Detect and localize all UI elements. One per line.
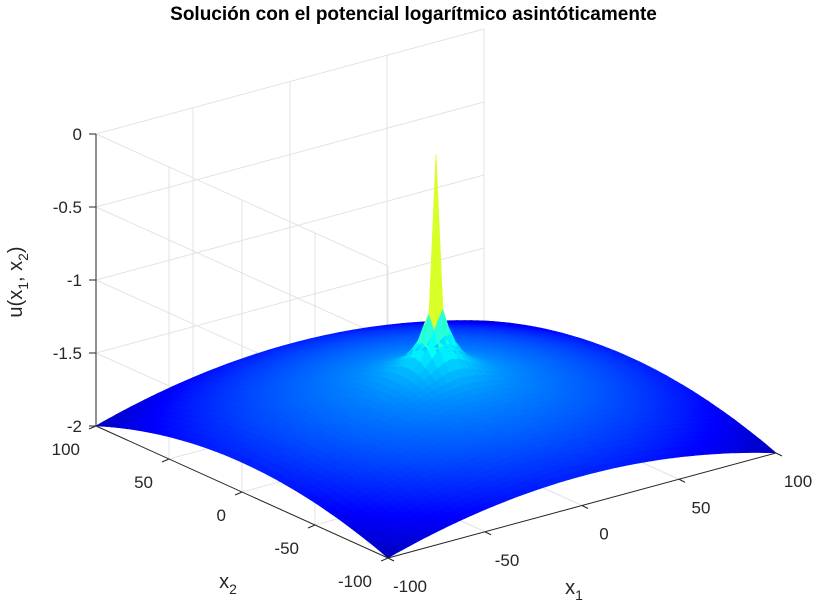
x2-tick-label: -100 — [338, 572, 372, 591]
z-tick-label: -1.5 — [53, 344, 82, 363]
x2-tick-label: -50 — [274, 539, 299, 558]
z-axis-label: u(x1, x2) — [5, 246, 31, 317]
x1-tick-label: -50 — [495, 551, 520, 570]
z-tick-label: 0 — [73, 125, 82, 144]
x1-tick-mark — [387, 557, 395, 562]
x2-tick-label: 100 — [52, 440, 80, 459]
x2-tick-mark — [161, 458, 170, 463]
z-tick-label: -0.5 — [53, 198, 82, 217]
x2-tick-label: 0 — [217, 506, 226, 525]
x1-tick-mark — [678, 478, 686, 483]
x1-tick-mark — [775, 452, 783, 457]
z-tick-label: -2 — [67, 417, 82, 436]
x2-tick-label: 50 — [134, 473, 153, 492]
x1-tick-label: -100 — [393, 577, 427, 596]
x2-tick-mark — [307, 524, 316, 529]
surface-layer — [94, 154, 777, 559]
x2-axis-label: x2 — [219, 571, 237, 597]
x1-tick-label: 50 — [692, 498, 711, 517]
x1-tick-mark — [581, 505, 589, 509]
x1-tick-label: 0 — [599, 525, 608, 544]
x1-tick-label: 100 — [784, 472, 812, 491]
x2-tick-mark — [380, 557, 389, 562]
x1-tick-mark — [484, 531, 492, 536]
x1-axis-label: x1 — [565, 577, 583, 603]
z-tick-label: -1 — [67, 271, 82, 290]
x2-tick-mark — [234, 491, 243, 496]
chart-title: Solución con el potencial logarítmico as… — [170, 4, 657, 25]
